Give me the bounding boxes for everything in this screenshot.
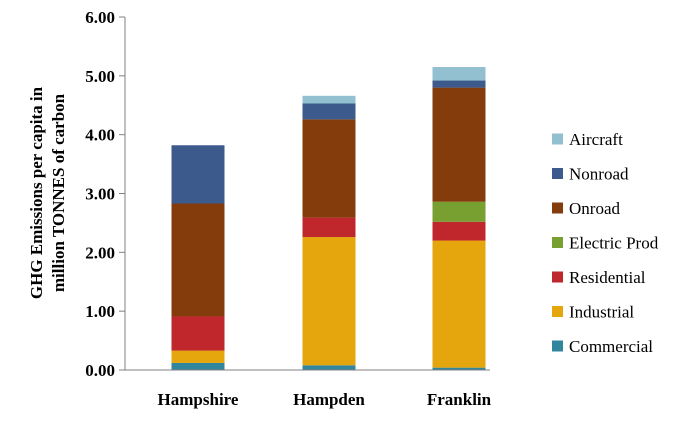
x-tick-label: Franklin (427, 390, 492, 409)
bar-segment-industrial (432, 240, 486, 368)
x-tick-label: Hampden (293, 390, 365, 409)
legend-label: Residential (569, 268, 646, 287)
legend: Aircraft Nonroad Onroad Electric Prod Reside… (552, 130, 659, 356)
y-tick-label: 3.00 (85, 185, 115, 204)
bar-segment-onroad (432, 87, 486, 202)
legend-swatch (552, 202, 563, 214)
bar-segment-commercial (432, 367, 486, 370)
bar-segment-residential (432, 221, 486, 241)
legend-swatch (552, 237, 563, 248)
bar-segment-commercial (302, 365, 356, 370)
bar-segment-commercial (171, 362, 225, 370)
y-tick-label: 0.00 (85, 361, 115, 380)
legend-label: Electric Prod (569, 234, 659, 253)
y-axis-title-line-2: million TONNES of carbon (49, 93, 68, 292)
y-tick-label: 6.00 (85, 8, 115, 27)
bar-segment-electric-prod (432, 201, 486, 222)
legend-label: Industrial (569, 303, 634, 322)
bar-segment-aircraft (302, 95, 356, 104)
legend-label: Onroad (569, 199, 620, 218)
legend-label: Aircraft (569, 130, 623, 149)
bar-segment-residential (171, 316, 225, 351)
y-axis-title-line-1: GHG Emissions per capita in (27, 86, 46, 299)
bar-segment-nonroad (171, 145, 225, 204)
legend-swatch (552, 168, 563, 179)
bar-segment-industrial (302, 237, 356, 366)
y-tick-label: 5.00 (85, 67, 115, 86)
bar-segment-nonroad (432, 80, 486, 88)
bar-segment-nonroad (302, 103, 356, 120)
y-tick-label: 1.00 (85, 302, 115, 321)
legend-swatch (552, 340, 563, 352)
legend-label: Commercial (569, 337, 653, 356)
bar-segment-aircraft (432, 67, 486, 81)
y-axis-title: GHG Emissions per capita in million TONN… (27, 86, 68, 299)
y-tick-label: 2.00 (85, 243, 115, 262)
bar-segment-onroad (302, 119, 356, 218)
legend-swatch (552, 271, 563, 283)
legend-swatch (552, 133, 563, 145)
bar-segment-industrial (171, 350, 225, 363)
bar-segment-onroad (171, 203, 225, 317)
legend-label: Nonroad (569, 165, 629, 184)
y-tick-label: 4.00 (85, 126, 115, 145)
plot-area: 0.00 1.00 2.00 3.00 4.00 5.00 6.00 Hampshire Ham… (85, 8, 491, 409)
x-tick-label: Hampshire (158, 390, 239, 409)
bar-segment-residential (302, 217, 356, 238)
legend-swatch (552, 306, 563, 317)
